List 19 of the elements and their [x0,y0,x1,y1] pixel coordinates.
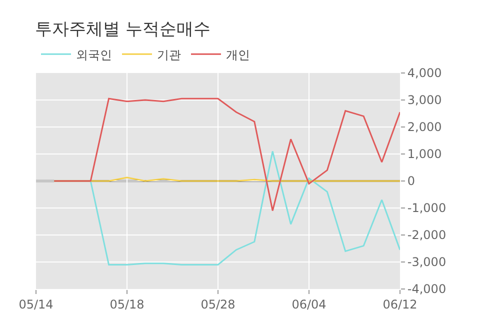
line-series [53,98,400,212]
y-tick-label: 1,000 [407,147,442,162]
x-tick-label: 06/04 [292,297,326,312]
x-tick-label: 05/14 [18,297,54,312]
y-tick-label: -3,000 [407,255,446,270]
y-tick-label: -2,000 [407,228,446,242]
y-tick-label: -1,000 [407,201,446,216]
legend-label: 기관 [157,48,181,62]
x-tick-label: 05/18 [110,297,144,312]
chart-title: 투자주체별 누적순매수 [35,20,210,40]
x-tick-label: 05/28 [200,297,236,312]
y-tick-label: 3,000 [407,93,442,108]
y-tick-label: 0 [407,174,416,188]
x-tick-label: 06/12 [382,297,418,312]
legend-label: 개인 [226,48,250,62]
legend-label: 외국인 [76,48,112,62]
y-tick-label: 2,000 [407,120,442,134]
y-tick-label: 4,000 [407,66,442,80]
y-tick-label: -4,000 [407,282,446,296]
